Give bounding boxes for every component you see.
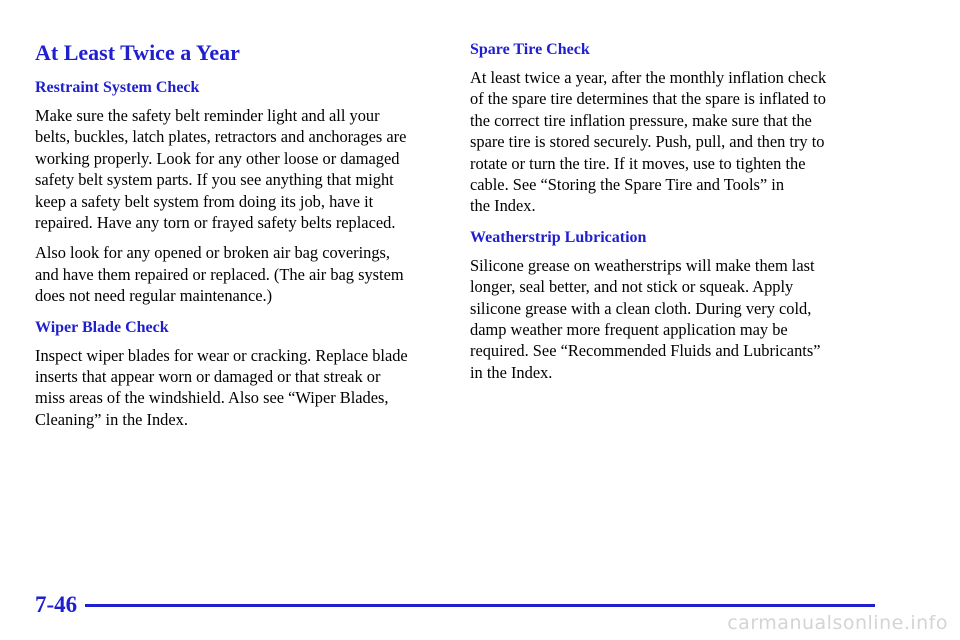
text-line: rotate or turn the tire. If it moves, us… <box>470 153 806 173</box>
paragraph: Also look for any opened or broken air b… <box>35 242 465 306</box>
footer-rule <box>85 604 875 607</box>
page-title: At Least Twice a Year <box>35 40 240 65</box>
right-column: Spare Tire Check At least twice a year, a… <box>470 41 900 392</box>
text-line: Also look for any opened or broken air b… <box>35 243 391 263</box>
text-line: longer, seal better, and not stick or sq… <box>470 277 794 297</box>
text-line: Inspect wiper blades for wear or crackin… <box>35 345 408 365</box>
text-line: belts, buckles, latch plates, retractors… <box>35 127 407 147</box>
left-column: At Least Twice a Year Restraint System C… <box>35 40 465 439</box>
section: Wiper Blade Check Inspect wiper blades fo… <box>35 319 465 431</box>
section-heading: Wiper Blade Check <box>35 318 169 336</box>
section: Spare Tire Check At least twice a year, a… <box>470 41 900 217</box>
section-heading: Spare Tire Check <box>470 41 590 58</box>
text-line: does not need regular maintenance.) <box>35 286 273 306</box>
text-line: required. See “Recommended Fluids and Lu… <box>470 341 821 361</box>
text-line: working properly. Look for any other loo… <box>35 148 400 168</box>
paragraph: Make sure the safety belt reminder light… <box>35 105 465 233</box>
text-line: Make sure the safety belt reminder light… <box>35 106 380 125</box>
paragraph: At least twice a year, after the monthly… <box>470 67 900 217</box>
text-line: repaired. Have any torn or frayed safety… <box>35 213 396 233</box>
text-line: keep a safety belt system from doing its… <box>35 191 374 211</box>
text-line: Cleaning” in the Index. <box>35 409 188 429</box>
text-line: miss areas of the windshield. Also see “… <box>35 388 389 408</box>
text-line: the Index. <box>470 196 536 216</box>
page-number: 7-46 <box>35 592 78 617</box>
text-line: in the Index. <box>470 362 553 382</box>
text-line: safety belt system parts. If you see any… <box>35 170 394 190</box>
text-line: damp weather more frequent application m… <box>470 320 788 340</box>
text-line: silicone grease with a clean cloth. Duri… <box>470 298 812 318</box>
paragraph: Inspect wiper blades for wear or crackin… <box>35 345 465 431</box>
section: Restraint System Check Make sure the safe… <box>35 79 465 307</box>
section: Weatherstrip Lubrication Silicone grease … <box>470 229 900 383</box>
section-heading: Restraint System Check <box>35 79 200 96</box>
text-line: cable. See “Storing the Spare Tire and T… <box>470 175 785 195</box>
text-line: and have them repaired or replaced. (The… <box>35 264 404 284</box>
text-line: of the spare tire determines that the sp… <box>470 89 826 109</box>
paragraph: Silicone grease on weatherstrips will ma… <box>470 255 900 383</box>
text-line: inserts that appear worn or damaged or t… <box>35 367 381 387</box>
text-line: the correct tire inflation pressure, mak… <box>470 110 812 130</box>
text-line: Silicone grease on weatherstrips will ma… <box>470 255 815 275</box>
watermark: carmanualsonline.info <box>727 612 948 634</box>
section-heading: Weatherstrip Lubrication <box>470 228 647 246</box>
text-line: At least twice a year, after the monthly… <box>470 68 827 87</box>
text-line: spare tire is stored securely. Push, pul… <box>470 132 825 152</box>
